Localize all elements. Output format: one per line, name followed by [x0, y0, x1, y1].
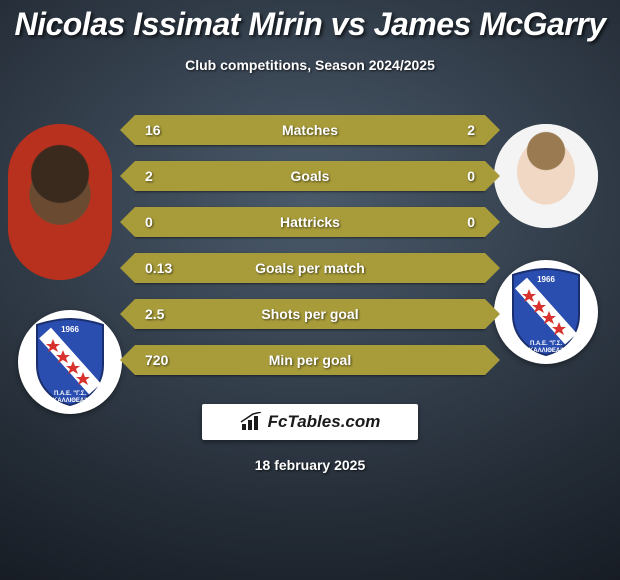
- stat-left-value: 16: [145, 122, 161, 138]
- stat-left-value: 720: [145, 352, 168, 368]
- brand-text: FcTables.com: [268, 412, 381, 432]
- player1-photo: [8, 124, 112, 280]
- player2-photo: [494, 124, 598, 228]
- stat-label: Goals per match: [255, 260, 365, 276]
- stat-label: Goals: [291, 168, 330, 184]
- page-subtitle: Club competitions, Season 2024/2025: [0, 57, 620, 73]
- stat-row-matches: 16 Matches 2: [135, 115, 485, 145]
- brand-chart-icon: [240, 412, 264, 432]
- stat-label: Shots per goal: [261, 306, 358, 322]
- player2-face-placeholder: [494, 124, 598, 228]
- club-badge-player2: 1966 Π.Α.Ε. "Γ.Σ. ΚΑΛΛΙΘΕΑ": [494, 260, 598, 364]
- badge-text-top: Π.Α.Ε. "Γ.Σ.: [530, 341, 562, 347]
- stat-label: Min per goal: [269, 352, 351, 368]
- player1-face-placeholder: [8, 124, 112, 280]
- badge-year: 1966: [61, 325, 79, 334]
- stat-row-min-per-goal: 720 Min per goal: [135, 345, 485, 375]
- stat-row-goals-per-match: 0.13 Goals per match: [135, 253, 485, 283]
- stat-row-hattricks: 0 Hattricks 0: [135, 207, 485, 237]
- stat-left-value: 0: [145, 214, 153, 230]
- stat-label: Hattricks: [280, 214, 340, 230]
- badge-year: 1966: [537, 275, 555, 284]
- stats-container: 16 Matches 2 2 Goals 0 0 Hattricks 0 0.1…: [135, 115, 485, 375]
- stat-right-value: 0: [467, 214, 475, 230]
- club-badge-player1: 1966 Π.Α.Ε. "Γ.Σ. ΚΑΛΛΙΘΕΑ": [18, 310, 122, 414]
- stat-left-value: 0.13: [145, 260, 172, 276]
- badge-text-bottom: ΚΑΛΛΙΘΕΑ": [529, 348, 563, 354]
- stat-right-value: 0: [467, 168, 475, 184]
- brand-link[interactable]: FcTables.com: [202, 404, 418, 440]
- stat-label: Matches: [282, 122, 338, 138]
- content-root: Nicolas Issimat Mirin vs James McGarry C…: [0, 0, 620, 580]
- club-shield-icon: 1966 Π.Α.Ε. "Γ.Σ. ΚΑΛΛΙΘΕΑ": [507, 267, 585, 357]
- page-title: Nicolas Issimat Mirin vs James McGarry: [0, 0, 620, 43]
- stat-left-value: 2.5: [145, 306, 164, 322]
- stat-row-shots-per-goal: 2.5 Shots per goal: [135, 299, 485, 329]
- club-shield-icon: 1966 Π.Α.Ε. "Γ.Σ. ΚΑΛΛΙΘΕΑ": [31, 317, 109, 407]
- badge-text-bottom: ΚΑΛΛΙΘΕΑ": [53, 398, 87, 404]
- stat-left-value: 2: [145, 168, 153, 184]
- stat-right-value: 2: [467, 122, 475, 138]
- stat-row-goals: 2 Goals 0: [135, 161, 485, 191]
- badge-text-top: Π.Α.Ε. "Γ.Σ.: [54, 391, 86, 397]
- page-date: 18 february 2025: [0, 457, 620, 473]
